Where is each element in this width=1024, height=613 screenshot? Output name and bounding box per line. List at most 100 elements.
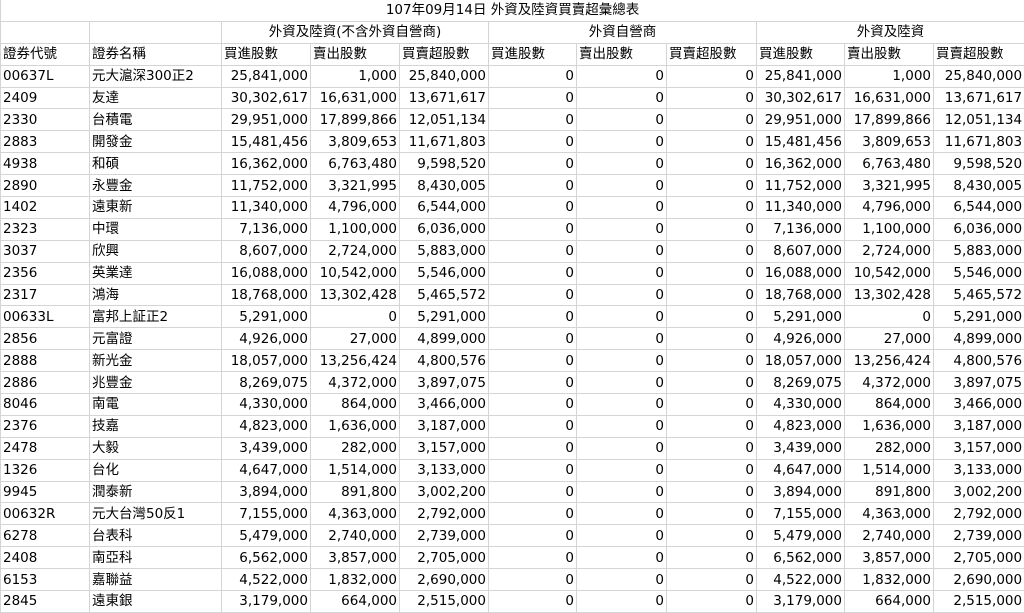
value-cell[interactable]: 4,647,000 — [757, 459, 845, 481]
value-cell[interactable]: 0 — [577, 262, 667, 284]
value-cell[interactable]: 0 — [667, 350, 757, 372]
group-header-foreign-total[interactable]: 外資及陸資 — [757, 21, 1024, 43]
value-cell[interactable]: 0 — [667, 415, 757, 437]
value-cell[interactable]: 18,768,000 — [222, 284, 311, 306]
value-cell[interactable]: 0 — [577, 218, 667, 240]
value-cell[interactable]: 0 — [489, 175, 577, 197]
value-cell[interactable]: 0 — [489, 328, 577, 350]
value-cell[interactable]: 6,036,000 — [934, 218, 1024, 240]
value-cell[interactable]: 0 — [577, 372, 667, 394]
value-cell[interactable]: 27,000 — [845, 328, 934, 350]
stock-name-cell[interactable]: 南亞科 — [90, 547, 222, 569]
stock-code-cell[interactable]: 1326 — [1, 459, 90, 481]
stock-code-cell[interactable]: 00633L — [1, 306, 90, 328]
value-cell[interactable]: 2,705,000 — [934, 547, 1024, 569]
value-cell[interactable]: 7,155,000 — [757, 503, 845, 525]
value-cell[interactable]: 13,671,617 — [934, 87, 1024, 109]
value-cell[interactable]: 2,705,000 — [400, 547, 489, 569]
stock-code-cell[interactable]: 2323 — [1, 218, 90, 240]
value-cell[interactable]: 0 — [577, 525, 667, 547]
value-cell[interactable]: 0 — [577, 350, 667, 372]
value-cell[interactable]: 0 — [577, 503, 667, 525]
value-cell[interactable]: 0 — [667, 284, 757, 306]
value-cell[interactable]: 0 — [577, 547, 667, 569]
stock-code-cell[interactable]: 2409 — [1, 87, 90, 109]
value-cell[interactable]: 5,291,000 — [934, 306, 1024, 328]
empty-cell[interactable] — [1, 21, 90, 43]
value-cell[interactable]: 0 — [489, 415, 577, 437]
stock-name-cell[interactable]: 友達 — [90, 87, 222, 109]
value-cell[interactable]: 1,000 — [845, 65, 934, 87]
stock-code-cell[interactable]: 2330 — [1, 109, 90, 131]
value-cell[interactable]: 3,466,000 — [934, 394, 1024, 416]
stock-name-cell[interactable]: 和碩 — [90, 153, 222, 175]
stock-code-cell[interactable]: 3037 — [1, 240, 90, 262]
value-cell[interactable]: 0 — [667, 109, 757, 131]
value-cell[interactable]: 2,740,000 — [311, 525, 400, 547]
value-cell[interactable]: 10,542,000 — [845, 262, 934, 284]
value-cell[interactable]: 0 — [577, 306, 667, 328]
value-cell[interactable]: 25,840,000 — [934, 65, 1024, 87]
value-cell[interactable]: 0 — [489, 569, 577, 591]
value-cell[interactable]: 5,465,572 — [400, 284, 489, 306]
value-cell[interactable]: 0 — [577, 197, 667, 219]
value-cell[interactable]: 0 — [667, 131, 757, 153]
value-cell[interactable]: 15,481,456 — [757, 131, 845, 153]
value-cell[interactable]: 7,136,000 — [757, 218, 845, 240]
value-cell[interactable]: 1,514,000 — [845, 459, 934, 481]
value-cell[interactable]: 1,636,000 — [845, 415, 934, 437]
value-cell[interactable]: 0 — [311, 306, 400, 328]
value-cell[interactable]: 3,321,995 — [311, 175, 400, 197]
value-cell[interactable]: 18,057,000 — [757, 350, 845, 372]
stock-name-cell[interactable]: 遠東銀 — [90, 591, 222, 613]
value-cell[interactable]: 2,515,000 — [400, 591, 489, 613]
value-cell[interactable]: 30,302,617 — [222, 87, 311, 109]
stock-name-cell[interactable]: 南電 — [90, 394, 222, 416]
value-cell[interactable]: 5,883,000 — [934, 240, 1024, 262]
value-cell[interactable]: 9,598,520 — [934, 153, 1024, 175]
value-cell[interactable]: 3,002,200 — [400, 481, 489, 503]
value-cell[interactable]: 3,321,995 — [845, 175, 934, 197]
value-cell[interactable]: 29,951,000 — [757, 109, 845, 131]
value-cell[interactable]: 3,857,000 — [845, 547, 934, 569]
value-cell[interactable]: 0 — [577, 131, 667, 153]
stock-code-cell[interactable]: 2888 — [1, 350, 90, 372]
value-cell[interactable]: 11,340,000 — [222, 197, 311, 219]
value-cell[interactable]: 9,598,520 — [400, 153, 489, 175]
value-cell[interactable]: 2,515,000 — [934, 591, 1024, 613]
value-cell[interactable]: 11,671,803 — [934, 131, 1024, 153]
stock-code-cell[interactable]: 00637L — [1, 65, 90, 87]
stock-code-cell[interactable]: 6278 — [1, 525, 90, 547]
value-cell[interactable]: 2,740,000 — [845, 525, 934, 547]
value-cell[interactable]: 5,546,000 — [934, 262, 1024, 284]
value-cell[interactable]: 0 — [667, 372, 757, 394]
value-cell[interactable]: 0 — [489, 525, 577, 547]
value-cell[interactable]: 4,372,000 — [311, 372, 400, 394]
value-cell[interactable]: 16,362,000 — [222, 153, 311, 175]
value-cell[interactable]: 0 — [845, 306, 934, 328]
value-cell[interactable]: 0 — [577, 481, 667, 503]
stock-name-cell[interactable]: 永豐金 — [90, 175, 222, 197]
value-cell[interactable]: 4,823,000 — [757, 415, 845, 437]
value-cell[interactable]: 3,439,000 — [757, 437, 845, 459]
value-cell[interactable]: 4,330,000 — [222, 394, 311, 416]
value-cell[interactable]: 2,792,000 — [400, 503, 489, 525]
column-header[interactable]: 賣出股數 — [845, 43, 934, 65]
value-cell[interactable]: 0 — [667, 218, 757, 240]
value-cell[interactable]: 0 — [489, 153, 577, 175]
value-cell[interactable]: 12,051,134 — [400, 109, 489, 131]
stock-code-cell[interactable]: 4938 — [1, 153, 90, 175]
stock-code-cell[interactable]: 9945 — [1, 481, 90, 503]
value-cell[interactable]: 0 — [489, 240, 577, 262]
value-cell[interactable]: 4,926,000 — [757, 328, 845, 350]
value-cell[interactable]: 8,430,005 — [934, 175, 1024, 197]
value-cell[interactable]: 0 — [667, 306, 757, 328]
value-cell[interactable]: 0 — [489, 65, 577, 87]
stock-code-cell[interactable]: 8046 — [1, 394, 90, 416]
value-cell[interactable]: 3,857,000 — [311, 547, 400, 569]
value-cell[interactable]: 4,522,000 — [222, 569, 311, 591]
value-cell[interactable]: 25,841,000 — [222, 65, 311, 87]
value-cell[interactable]: 3,002,200 — [934, 481, 1024, 503]
value-cell[interactable]: 0 — [489, 394, 577, 416]
value-cell[interactable]: 6,763,480 — [311, 153, 400, 175]
